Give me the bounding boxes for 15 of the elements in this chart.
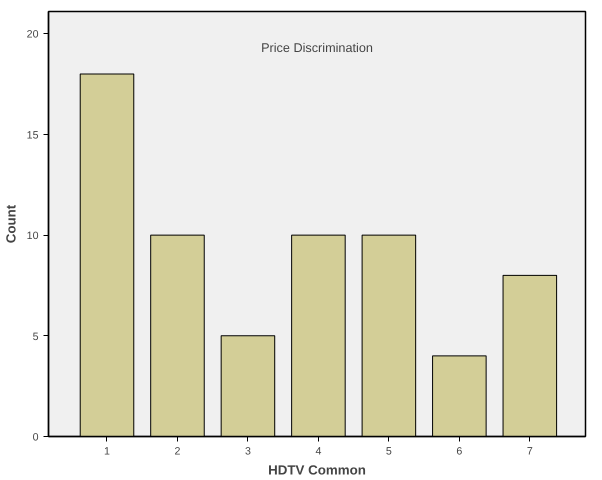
x-tick-label: 6 — [456, 446, 462, 458]
x-tick-label: 5 — [386, 446, 392, 458]
text: Price Discrimination — [261, 40, 373, 55]
y-tick-label: 10 — [26, 230, 39, 242]
x-tick-label: 1 — [104, 446, 110, 458]
y-tick-label: 15 — [26, 129, 39, 142]
x-tick-label: 2 — [174, 446, 180, 458]
y-tick-label: 5 — [32, 330, 39, 343]
x-axis-title: HDTV Common — [268, 462, 366, 478]
x-tick-label: 4 — [315, 446, 322, 458]
y-tick-label: 20 — [26, 28, 39, 41]
y-tick-label: 0 — [32, 432, 39, 444]
x-tick-label: 7 — [526, 446, 533, 458]
y-axis-title: Count — [4, 204, 19, 244]
x-tick-label: 3 — [244, 446, 251, 458]
